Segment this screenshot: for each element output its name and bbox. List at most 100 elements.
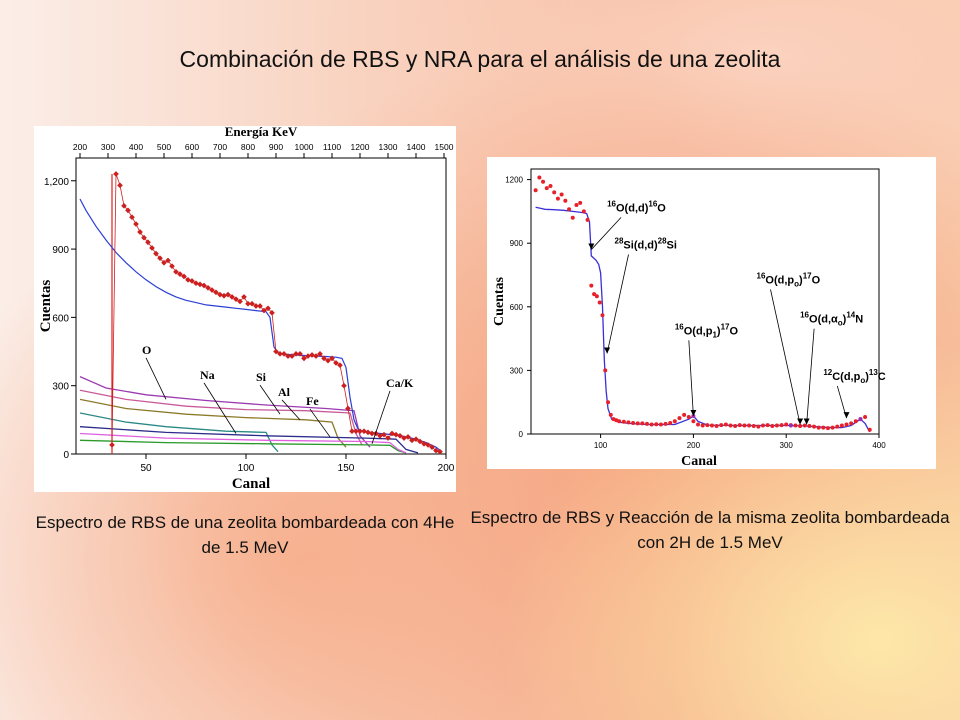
reaction-body: C(d,p	[832, 371, 860, 383]
data-point	[177, 271, 183, 277]
data-point	[425, 442, 431, 448]
reaction-arrowhead	[690, 409, 697, 416]
x-tick-label: 200	[687, 441, 701, 450]
data-point	[559, 192, 564, 197]
data-point	[313, 353, 319, 359]
data-point	[169, 263, 175, 269]
energy-tick-label: 600	[185, 142, 199, 152]
data-point	[249, 300, 255, 307]
reaction-mass-post: 17	[803, 271, 812, 280]
reaction-paren: )	[843, 314, 847, 326]
data-point	[686, 415, 691, 420]
data-point	[682, 412, 687, 417]
y-tick-label: 0	[63, 450, 69, 461]
y-tick-label: 0	[519, 430, 524, 439]
reaction-label: 16O(d,d)16O	[607, 199, 666, 214]
data-point	[213, 289, 219, 296]
energy-tick-label: 1400	[407, 142, 426, 152]
data-point	[570, 215, 575, 220]
y-tick-label: 900	[52, 245, 69, 256]
data-point	[548, 183, 553, 188]
data-point	[793, 423, 798, 428]
data-point	[563, 198, 568, 203]
annotation-label: Fe	[306, 394, 319, 408]
x-tick-label: 400	[872, 441, 886, 450]
energy-tick-label: 800	[241, 142, 255, 152]
data-point	[209, 287, 215, 293]
data-point	[277, 350, 283, 357]
reaction-mass-pre: 12	[823, 368, 832, 377]
reaction-label: 16O(d,po)17O	[757, 271, 821, 288]
annotation-label: Na	[200, 368, 215, 382]
data-point	[719, 423, 724, 428]
element-curve-extra	[79, 432, 407, 454]
element-curve-ca-k	[79, 439, 407, 454]
data-point	[325, 357, 331, 364]
data-point	[361, 428, 367, 435]
data-point	[821, 425, 826, 430]
data-point	[747, 423, 752, 428]
data-point	[603, 368, 608, 373]
data-point	[369, 430, 375, 437]
data-point	[825, 426, 830, 431]
data-point	[133, 221, 139, 227]
data-point	[149, 245, 155, 251]
data-point	[377, 432, 383, 439]
data-point	[221, 292, 227, 299]
data-point	[533, 188, 538, 193]
reaction-body: O(d,p	[765, 274, 794, 286]
data-point	[185, 276, 191, 283]
reaction-pointer	[770, 289, 801, 425]
data-point	[663, 421, 668, 426]
x-axis-label: Canal	[232, 476, 270, 492]
data-point	[297, 350, 303, 357]
annotation-label: O	[142, 343, 151, 357]
data-point	[109, 442, 115, 448]
element-curve-fe	[79, 426, 419, 454]
data-point	[705, 423, 710, 428]
data-point	[229, 294, 235, 300]
y-tick-label: 300	[52, 382, 69, 393]
energy-tick-label: 900	[269, 142, 283, 152]
caption-left: Espectro de RBS de una zeolita bombardea…	[35, 513, 455, 557]
reaction-body: O(d,d)	[616, 202, 649, 214]
data-point	[677, 416, 682, 421]
annotation-pointer	[309, 408, 331, 438]
data-point	[608, 412, 613, 417]
data-point	[173, 269, 179, 275]
data-point	[165, 257, 171, 264]
reaction-label: 16O(d,p1)17O	[675, 322, 739, 339]
data-point	[621, 419, 626, 424]
reaction-pointer	[591, 217, 622, 250]
rbs-spectrum-panel: 0 300 600 900 1,200 50 100 150 200 200 300 400 500 60…	[34, 124, 456, 492]
data-point	[345, 405, 351, 412]
annotation-label: Si	[256, 370, 267, 384]
data-point	[555, 196, 560, 201]
reaction-product: O	[729, 325, 738, 337]
annotation-label: Ca/K	[386, 376, 414, 390]
data-point	[756, 424, 761, 429]
top-axis-label: Energía KeV	[225, 126, 298, 139]
data-point	[349, 428, 355, 435]
rbs-spectrum-chart: 0 300 600 900 1,200 50 100 150 200 200 300 400 500 60…	[38, 124, 455, 492]
data-point	[305, 353, 311, 359]
data-point	[301, 355, 307, 362]
energy-tick-label: 200	[73, 142, 87, 152]
data-point	[289, 353, 295, 359]
data-point	[770, 423, 775, 428]
reaction-mass-post: 14	[846, 311, 855, 320]
reaction-mass-pre: 16	[607, 199, 616, 208]
reaction-paren: )	[799, 274, 803, 286]
data-point	[257, 303, 263, 309]
energy-tick-label: 400	[129, 142, 143, 152]
reaction-mass-pre: 16	[675, 322, 684, 331]
y-tick-label: 900	[510, 239, 524, 248]
x-tick-label: 150	[338, 463, 355, 474]
data-point	[645, 421, 649, 426]
data-point	[365, 429, 371, 436]
data-point	[654, 422, 659, 427]
data-point	[617, 419, 622, 424]
data-point	[696, 422, 701, 427]
y-tick-label: 600	[510, 303, 524, 312]
data-point	[784, 422, 789, 427]
